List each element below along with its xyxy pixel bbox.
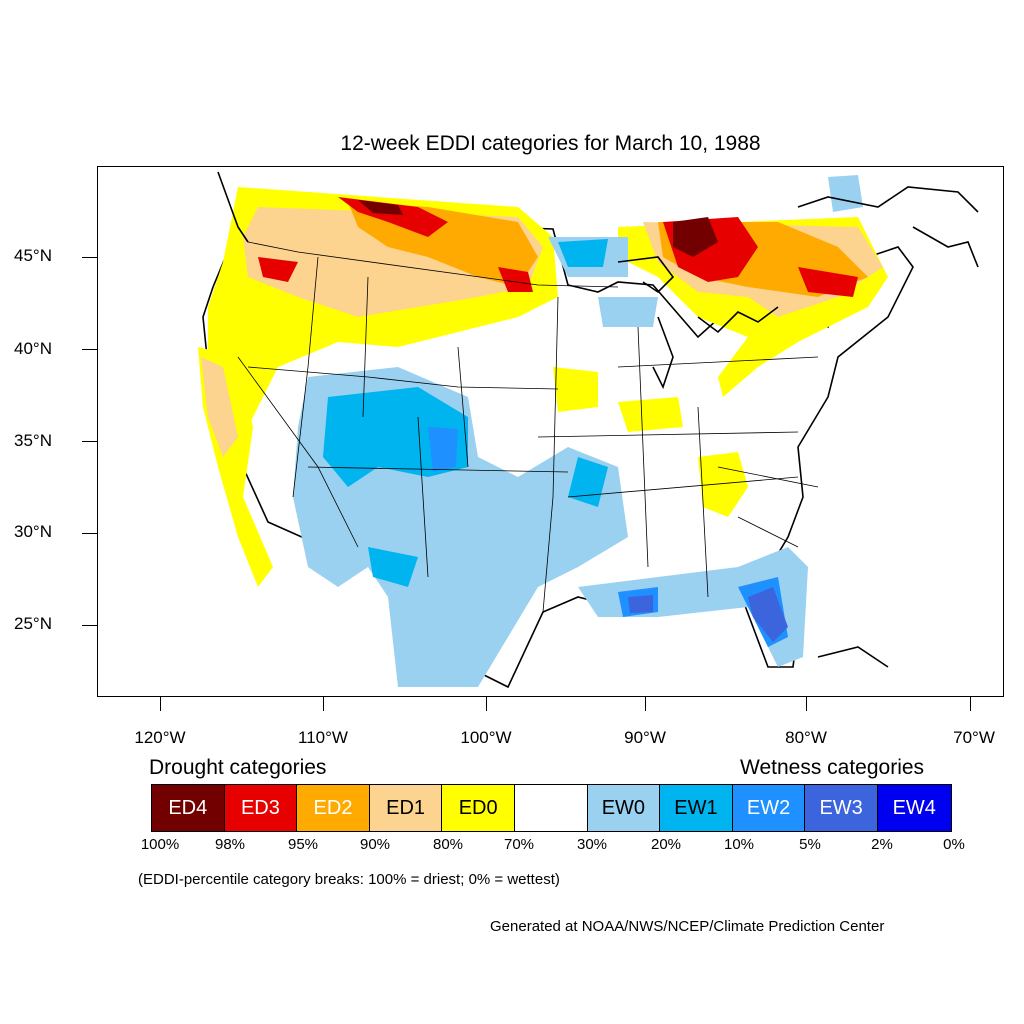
state-boundaries	[237, 241, 819, 613]
wetness-ew3-florida	[628, 587, 788, 642]
lon-label-90: 90°W	[624, 728, 666, 747]
legend-box-ed2: ED2	[297, 785, 370, 831]
lon-label-70: 70°W	[953, 728, 995, 747]
break-label: 10%	[723, 836, 755, 853]
break-label: 95%	[287, 836, 319, 853]
lat-tick	[82, 441, 97, 442]
legend-box-ed3: ED3	[224, 785, 298, 831]
eddi-map-svg	[198, 171, 979, 689]
lat-tick	[82, 349, 97, 350]
wetness-ew1-colorado	[323, 387, 608, 587]
category-breaks-note: (EDDI-percentile category breaks: 100% =…	[138, 871, 560, 888]
map-title: 12-week EDDI categories for March 10, 19…	[340, 132, 761, 155]
lon-tick	[486, 697, 487, 711]
lon-tick	[806, 697, 807, 711]
legend-box-ed1: ED1	[369, 785, 443, 831]
drought-ed0-midwest	[553, 367, 683, 432]
break-label: 30%	[576, 836, 608, 853]
drought-ed0-tennessee	[698, 452, 748, 517]
legend-box-ed4: ED4	[152, 785, 225, 831]
break-label: 5%	[799, 836, 821, 853]
lon-label-80: 80°W	[785, 728, 827, 747]
drought-ed4-east	[673, 217, 718, 257]
lat-tick	[82, 625, 97, 626]
credit-text: Generated at NOAA/NWS/NCEP/Climate Predi…	[490, 918, 885, 935]
lon-tick	[323, 697, 324, 711]
wetness-ew1-great-lakes	[558, 239, 608, 267]
lon-label-100: 100°W	[460, 728, 512, 747]
lon-label-110: 110°W	[298, 728, 348, 747]
drought-categories-heading: Drought categories	[149, 756, 327, 779]
wetness-ew2-colorado	[428, 427, 458, 472]
break-label: 80%	[432, 836, 464, 853]
wetness-ew2-gulf	[618, 577, 788, 647]
lon-tick	[160, 697, 161, 711]
lon-tick	[970, 697, 971, 711]
legend-box-neutral	[514, 785, 588, 831]
lat-label-25: 25°N	[14, 614, 52, 633]
break-label: 70%	[503, 836, 535, 853]
lon-label-120: 120°W	[134, 728, 186, 747]
lat-tick	[82, 257, 97, 258]
drought-ed1-california	[201, 357, 238, 457]
lon-tick	[645, 697, 646, 711]
break-label: 0%	[943, 836, 965, 853]
lat-label-35: 35°N	[14, 431, 52, 450]
wetness-categories-heading: Wetness categories	[740, 756, 925, 779]
legend-box-ew3: EW3	[805, 785, 878, 831]
legend-box-ew0: EW0	[587, 785, 661, 831]
lat-label-45: 45°N	[14, 246, 52, 265]
lat-label-30: 30°N	[14, 522, 52, 541]
coastlines	[217, 171, 979, 668]
legend-box-ed0: ED0	[442, 785, 515, 831]
break-label: 2%	[871, 836, 893, 853]
category-legend: ED4 ED3 ED2 ED1 ED0 EW0 EW1 EW2 EW3 EW4	[151, 784, 952, 832]
break-label: 20%	[650, 836, 682, 853]
lat-label-40: 40°N	[14, 339, 52, 358]
drought-ed4-west	[358, 200, 403, 215]
legend-box-ew2: EW2	[732, 785, 806, 831]
break-label: 98%	[214, 836, 246, 853]
break-label: 90%	[359, 836, 391, 853]
legend-box-ew4: EW4	[877, 785, 951, 831]
drought-ed3-west	[258, 197, 533, 292]
eddi-map	[97, 166, 1004, 697]
lat-tick	[82, 533, 97, 534]
legend-box-ew1: EW1	[660, 785, 733, 831]
break-label: 100%	[140, 836, 180, 853]
